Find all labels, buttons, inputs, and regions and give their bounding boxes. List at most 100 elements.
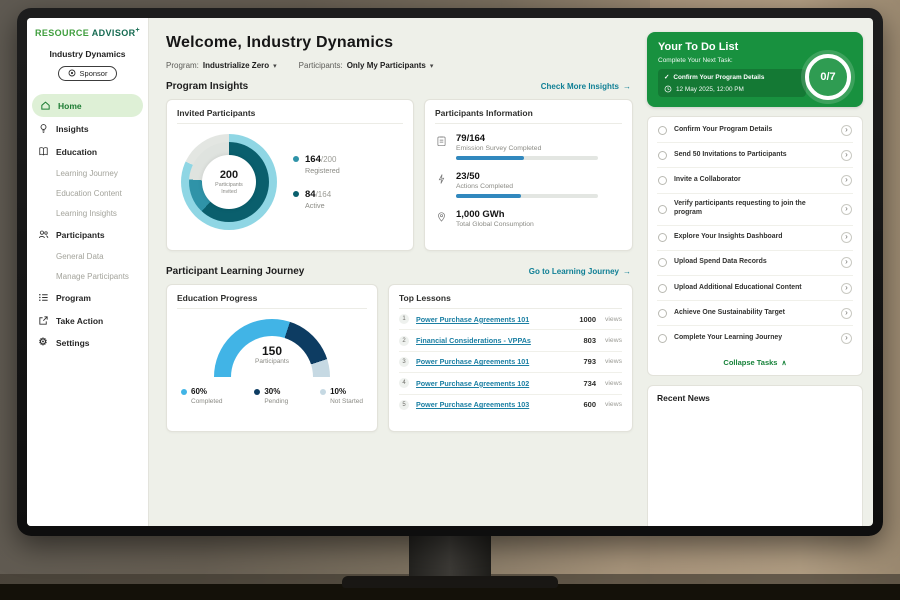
lesson-views-label: views — [605, 315, 622, 323]
chevron-right-icon[interactable]: › — [841, 149, 852, 161]
lesson-title-link[interactable]: Power Purchase Agreements 101 — [416, 357, 530, 367]
lesson-title-link[interactable]: Power Purchase Agreements 102 — [416, 378, 530, 388]
chevron-right-icon[interactable]: › — [841, 174, 852, 186]
legend-dot — [254, 388, 261, 395]
program-filter-label: Program: — [166, 61, 199, 70]
task-item[interactable]: Upload Additional Educational Content › — [657, 276, 853, 302]
arrow-right-icon: → — [623, 267, 631, 276]
legend-pct: 10% — [330, 387, 347, 396]
chevron-right-icon[interactable]: › — [841, 203, 852, 215]
arrow-right-icon: → — [623, 82, 631, 91]
lesson-title-link[interactable]: Financial Considerations - VPPAs — [416, 336, 531, 346]
main-content: Welcome, Industry Dynamics Program: Indu… — [149, 18, 643, 526]
sidebar-item-label: Education Content — [56, 188, 122, 198]
collapse-label: Collapse Tasks — [723, 357, 778, 367]
sidebar-item-participants[interactable]: Participants — [27, 223, 148, 246]
participants-filter[interactable]: Participants: Only My Participants ▾ — [299, 61, 434, 70]
sidebar-item-manage-participants[interactable]: Manage Participants — [27, 266, 148, 286]
recent-news-title: Recent News — [657, 392, 710, 403]
task-item[interactable]: Confirm Your Program Details › — [657, 118, 853, 144]
task-checkbox[interactable] — [658, 283, 667, 293]
sidebar-item-program[interactable]: Program — [27, 286, 148, 309]
task-item[interactable]: Verify participants requesting to join t… — [657, 194, 853, 226]
chevron-right-icon[interactable]: › — [841, 124, 852, 136]
task-checkbox[interactable] — [658, 258, 667, 268]
sidebar-item-learning-insights[interactable]: Learning Insights — [27, 203, 148, 223]
lesson-rank: 2 — [399, 335, 409, 346]
legend-label: Not Started — [330, 398, 363, 405]
sidebar-item-general-data[interactable]: General Data — [27, 246, 148, 266]
chevron-down-icon: ▾ — [273, 62, 277, 70]
chevron-right-icon[interactable]: › — [841, 333, 852, 345]
stat-row-consumption: 1,000 GWh Total Global Consumption — [435, 209, 622, 228]
legend-total: /200 — [320, 155, 337, 164]
task-item[interactable]: Upload Spend Data Records › — [657, 251, 853, 277]
chevron-right-icon[interactable]: › — [841, 257, 852, 269]
check-more-insights-link[interactable]: Check More Insights → — [541, 82, 631, 91]
gauge-arc — [214, 319, 330, 377]
next-task-box[interactable]: ✓ Confirm Your Program Details 12 May 20… — [658, 69, 806, 97]
book-icon — [37, 146, 49, 157]
sidebar-item-learning-journey[interactable]: Learning Journey — [27, 163, 148, 183]
task-item[interactable]: Complete Your Learning Journey › — [657, 326, 853, 350]
task-item[interactable]: Explore Your Insights Dashboard › — [657, 226, 853, 251]
lesson-row: 2 Financial Considerations - VPPAs 803 v… — [399, 330, 622, 352]
chevron-right-icon[interactable]: › — [841, 232, 852, 244]
logo-advisor: ADVISOR — [91, 28, 136, 38]
legend-dot — [293, 156, 299, 162]
sidebar-item-settings[interactable]: ⚙ Settings — [27, 332, 148, 354]
program-filter[interactable]: Program: Industrialize Zero ▾ — [166, 61, 277, 70]
task-item[interactable]: Achieve One Sustainability Target › — [657, 301, 853, 327]
logo-plus: + — [135, 27, 141, 34]
chevron-right-icon[interactable]: › — [841, 282, 852, 294]
stat-value: 79/164 — [456, 133, 486, 144]
task-checkbox[interactable] — [658, 150, 667, 160]
next-task-time: 12 May 2025, 12:00 PM — [676, 85, 744, 93]
legend-dot — [181, 388, 187, 395]
go-to-learning-journey-link[interactable]: Go to Learning Journey → — [529, 267, 631, 276]
sidebar-item-education[interactable]: Education — [27, 140, 148, 163]
chevron-right-icon[interactable]: › — [841, 307, 852, 319]
legend-value: 164 — [305, 154, 321, 165]
legend-dot — [320, 388, 327, 395]
sidebar-item-insights[interactable]: Insights — [27, 117, 148, 140]
collapse-tasks-button[interactable]: Collapse Tasks ∧ — [657, 351, 853, 372]
task-label: Explore Your Insights Dashboard — [674, 233, 783, 241]
task-list-card: Confirm Your Program Details › Send 50 I… — [647, 116, 863, 376]
sidebar-item-label: Insights — [56, 123, 89, 134]
gear-icon: ⚙ — [38, 337, 48, 348]
task-checkbox[interactable] — [658, 233, 667, 243]
participants-filter-label: Participants: — [298, 61, 343, 70]
lesson-rank: 5 — [399, 399, 409, 410]
task-checkbox[interactable] — [658, 308, 667, 318]
sidebar-item-home[interactable]: Home — [32, 94, 143, 117]
task-label: Upload Additional Educational Content — [674, 283, 802, 291]
lesson-rank: 3 — [399, 356, 409, 367]
sidebar-item-label: Take Action — [56, 315, 104, 326]
task-item[interactable]: Invite a Collaborator › — [657, 168, 853, 194]
task-item[interactable]: Send 50 Invitations to Participants › — [657, 143, 853, 169]
sidebar-item-take-action[interactable]: Take Action — [27, 309, 148, 332]
legend-label: Completed — [191, 398, 223, 405]
check-icon: ✓ — [664, 74, 670, 81]
task-checkbox[interactable] — [658, 204, 667, 214]
lesson-title-link[interactable]: Power Purchase Agreements 101 — [416, 314, 530, 324]
task-checkbox[interactable] — [658, 334, 667, 344]
task-label: Send 50 Invitations to Participants — [674, 150, 787, 158]
todo-progress-ring: 0/7 — [805, 54, 851, 100]
legend-label: Active — [305, 201, 325, 210]
lesson-row: 3 Power Purchase Agreements 101 793 view… — [399, 352, 622, 374]
task-label: Complete Your Learning Journey — [674, 334, 783, 342]
lightbulb-icon — [37, 123, 49, 134]
next-task-label: Confirm Your Program Details — [673, 73, 765, 81]
sidebar-item-education-content[interactable]: Education Content — [27, 183, 148, 203]
lesson-title-link[interactable]: Power Purchase Agreements 103 — [416, 400, 530, 410]
task-checkbox[interactable] — [658, 175, 667, 185]
stat-value: 23/50 — [456, 171, 480, 182]
sidebar-item-label: Learning Journey — [56, 168, 118, 178]
sponsor-badge[interactable]: Sponsor — [57, 65, 118, 81]
sidebar-item-label: Settings — [56, 338, 90, 348]
task-checkbox[interactable] — [658, 125, 667, 135]
lesson-row: 5 Power Purchase Agreements 103 600 view… — [399, 395, 622, 415]
